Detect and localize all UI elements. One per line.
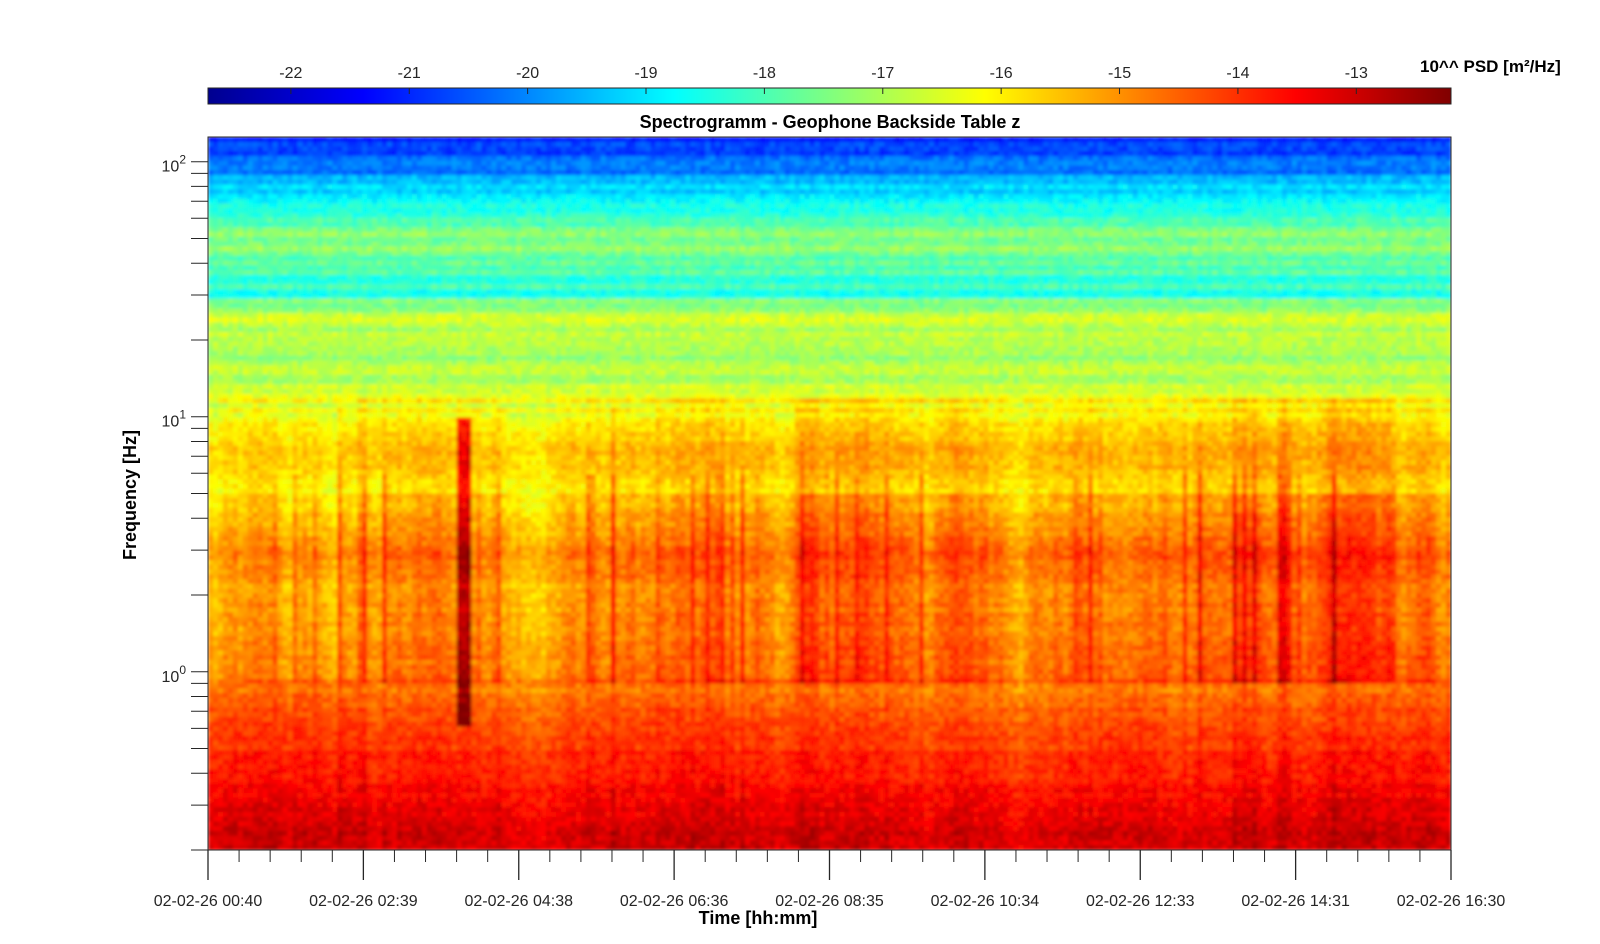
x-tick-label: 02-02-26 00:40 <box>154 893 263 910</box>
y-tick-label: 102 <box>162 153 187 176</box>
y-tick-label: 101 <box>162 408 187 431</box>
colorbar-ticks: -22 -21 -20 -19 -18 -17 -16 -15 -14 -13 <box>279 65 1368 94</box>
colorbar-tick-label: -13 <box>1345 65 1368 82</box>
colorbar-tick-label: -20 <box>516 65 539 82</box>
x-tick-label: 02-02-26 04:38 <box>464 893 573 910</box>
colorbar-tick-label: -14 <box>1226 65 1249 82</box>
colorbar-tick-label: -15 <box>1108 65 1131 82</box>
colorbar-tick-label: -19 <box>634 65 657 82</box>
x-tick-label: 02-02-26 08:35 <box>775 893 884 910</box>
colorbar-label: 10^^ PSD [m²/Hz] <box>1420 57 1561 76</box>
colorbar-tick-label: -21 <box>398 65 421 82</box>
chart-title: Spectrogramm - Geophone Backside Table z <box>640 112 1021 132</box>
colorbar-tick-label: -18 <box>753 65 776 82</box>
y-axis: 100 101 102 <box>162 137 209 851</box>
x-tick-label: 02-02-26 12:33 <box>1086 893 1195 910</box>
y-axis-label: Frequency [Hz] <box>120 430 140 560</box>
x-tick-label: 02-02-26 02:39 <box>309 893 418 910</box>
x-axis-label: Time [hh:mm] <box>699 908 818 928</box>
x-tick-label: 02-02-26 16:30 <box>1397 893 1506 910</box>
spectrogram-plot <box>208 137 1451 850</box>
colorbar-tick-label: -17 <box>871 65 894 82</box>
spectrogram-heatmap <box>208 137 1451 850</box>
x-tick-label: 02-02-26 10:34 <box>931 893 1040 910</box>
x-axis: 02-02-26 00:40 02-02-26 02:39 02-02-26 04:… <box>154 849 1506 910</box>
colorbar-tick-label: -22 <box>279 65 302 82</box>
colorbar-tick-label: -16 <box>990 65 1013 82</box>
x-tick-label: 02-02-26 14:31 <box>1241 893 1350 910</box>
colorbar <box>207 87 1452 105</box>
y-tick-label: 100 <box>162 663 187 686</box>
x-tick-label: 02-02-26 06:36 <box>620 893 729 910</box>
